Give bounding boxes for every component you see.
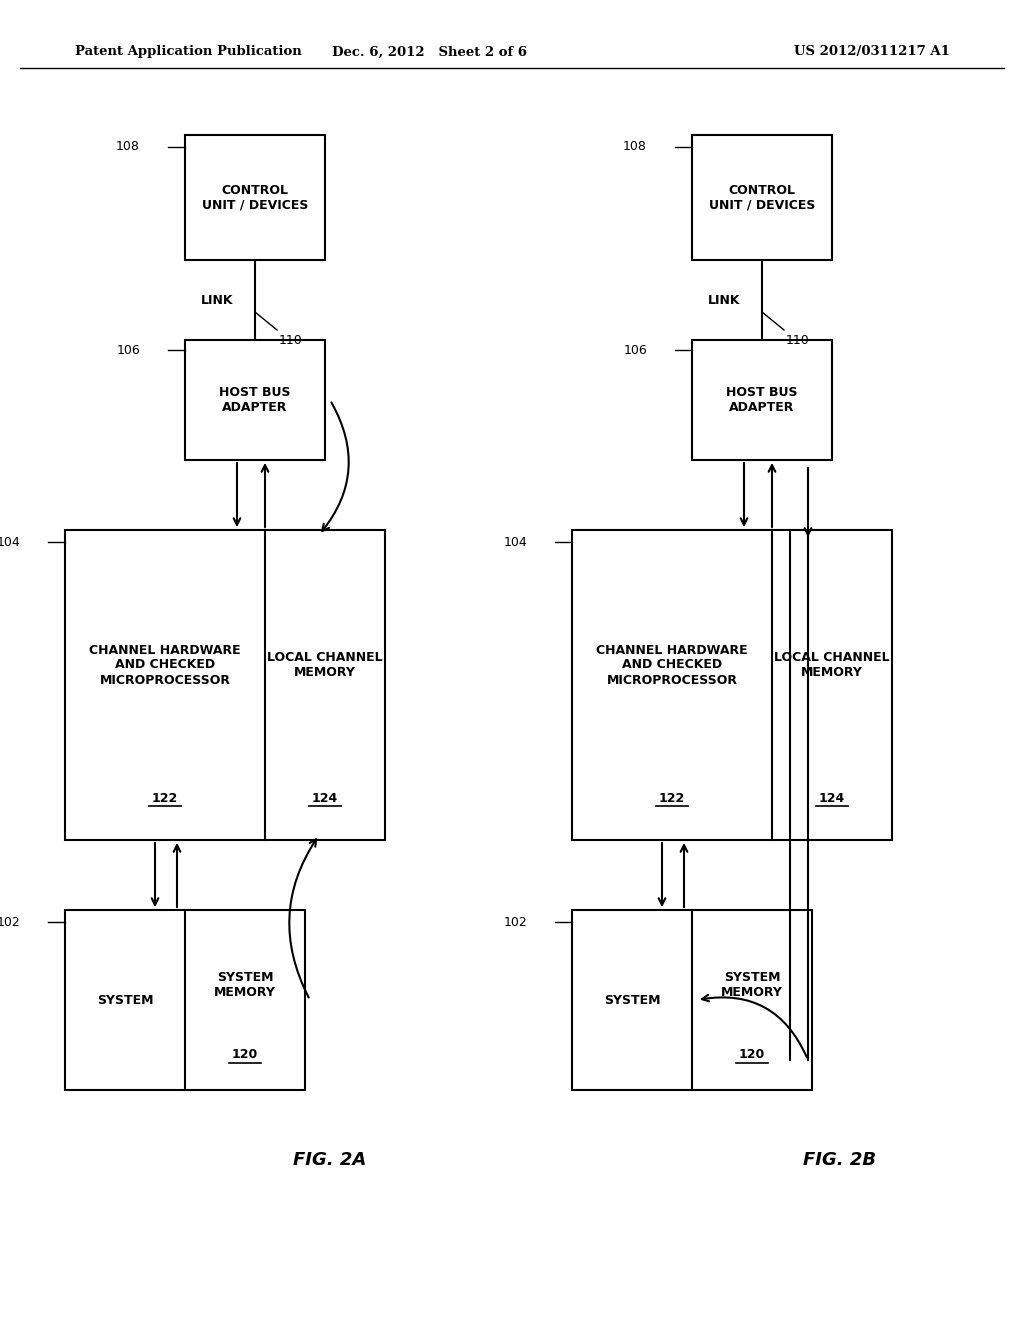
Text: HOST BUS
ADAPTER: HOST BUS ADAPTER <box>726 385 798 414</box>
Text: 110: 110 <box>279 334 303 347</box>
Text: US 2012/0311217 A1: US 2012/0311217 A1 <box>795 45 950 58</box>
Text: 102: 102 <box>503 916 527 928</box>
Bar <box>65 909 305 1090</box>
Text: FIG. 2A: FIG. 2A <box>293 1151 367 1170</box>
Text: 120: 120 <box>231 1048 258 1061</box>
Text: CONTROL
UNIT / DEVICES: CONTROL UNIT / DEVICES <box>202 183 308 211</box>
Text: 122: 122 <box>658 792 685 804</box>
Bar <box>692 135 831 260</box>
Text: SYSTEM: SYSTEM <box>96 994 154 1006</box>
Text: LOCAL CHANNEL
MEMORY: LOCAL CHANNEL MEMORY <box>267 651 383 678</box>
Text: 106: 106 <box>117 343 140 356</box>
Text: HOST BUS
ADAPTER: HOST BUS ADAPTER <box>219 385 291 414</box>
Text: CONTROL
UNIT / DEVICES: CONTROL UNIT / DEVICES <box>709 183 815 211</box>
Bar <box>692 341 831 459</box>
Text: 106: 106 <box>624 343 647 356</box>
Bar <box>185 341 325 459</box>
Text: LINK: LINK <box>708 293 740 306</box>
Text: 108: 108 <box>624 140 647 153</box>
Text: SYSTEM
MEMORY: SYSTEM MEMORY <box>214 972 275 999</box>
Text: 124: 124 <box>312 792 338 804</box>
Text: 102: 102 <box>0 916 20 928</box>
Text: LOCAL CHANNEL
MEMORY: LOCAL CHANNEL MEMORY <box>774 651 890 678</box>
Text: SYSTEM: SYSTEM <box>604 994 660 1006</box>
Text: 108: 108 <box>116 140 140 153</box>
Text: FIG. 2B: FIG. 2B <box>804 1151 877 1170</box>
Text: Dec. 6, 2012   Sheet 2 of 6: Dec. 6, 2012 Sheet 2 of 6 <box>333 45 527 58</box>
Text: 124: 124 <box>819 792 845 804</box>
Text: 122: 122 <box>152 792 178 804</box>
Text: Patent Application Publication: Patent Application Publication <box>75 45 302 58</box>
FancyArrowPatch shape <box>323 403 349 531</box>
Text: SYSTEM
MEMORY: SYSTEM MEMORY <box>721 972 783 999</box>
FancyArrowPatch shape <box>702 995 807 1057</box>
Text: 120: 120 <box>739 1048 765 1061</box>
Text: CHANNEL HARDWARE
AND CHECKED
MICROPROCESSOR: CHANNEL HARDWARE AND CHECKED MICROPROCES… <box>596 644 748 686</box>
Bar <box>65 531 385 840</box>
Text: CHANNEL HARDWARE
AND CHECKED
MICROPROCESSOR: CHANNEL HARDWARE AND CHECKED MICROPROCES… <box>89 644 241 686</box>
Text: LINK: LINK <box>201 293 233 306</box>
Bar <box>572 531 892 840</box>
Bar <box>185 135 325 260</box>
FancyArrowPatch shape <box>289 840 316 998</box>
Text: 104: 104 <box>0 536 20 549</box>
Text: 110: 110 <box>786 334 810 347</box>
Text: 104: 104 <box>503 536 527 549</box>
Bar <box>572 909 812 1090</box>
